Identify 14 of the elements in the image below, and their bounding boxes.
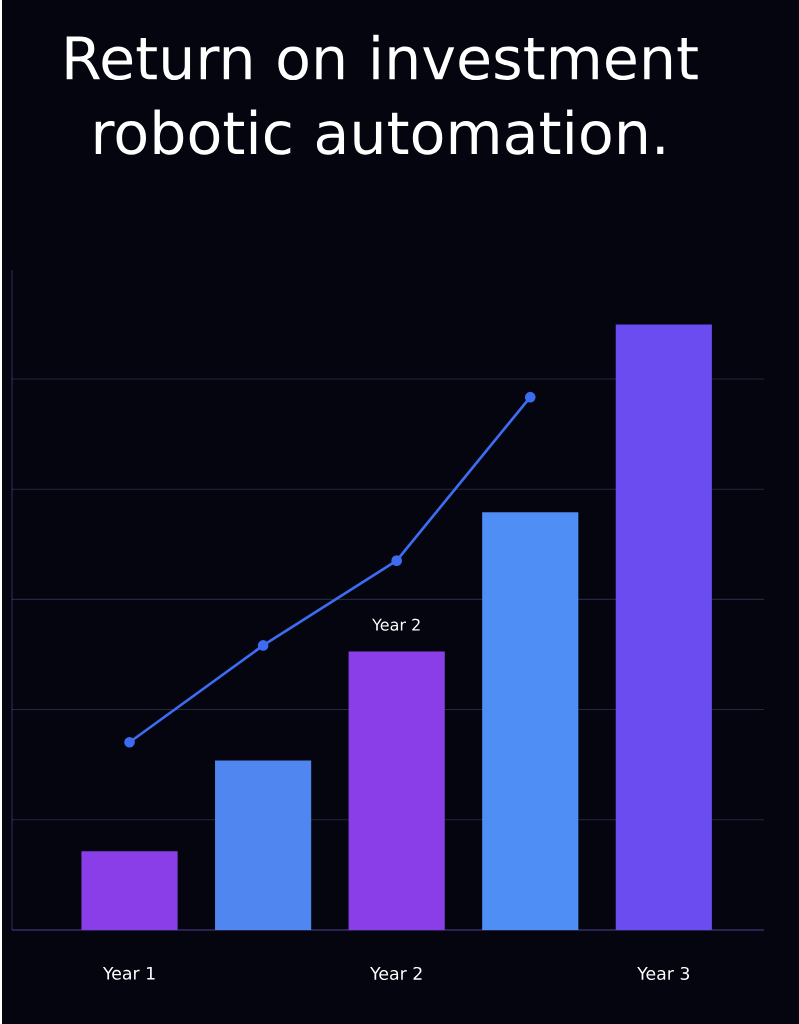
bar bbox=[482, 512, 579, 930]
chart-title: Return on investment robotic automation. bbox=[66, 34, 698, 155]
point bbox=[257, 640, 269, 651]
bar bbox=[215, 760, 312, 930]
point bbox=[391, 555, 403, 566]
x-tick-label: Year 3 bbox=[637, 966, 690, 980]
bar bbox=[348, 651, 445, 930]
point bbox=[524, 391, 536, 403]
x-tick-label: Year 1 bbox=[102, 966, 155, 980]
point bbox=[124, 736, 135, 748]
bar bbox=[81, 851, 178, 930]
bar bbox=[615, 324, 712, 930]
x-tick-label: Year 2 bbox=[370, 966, 422, 980]
annotation: Year 2 bbox=[372, 618, 420, 631]
